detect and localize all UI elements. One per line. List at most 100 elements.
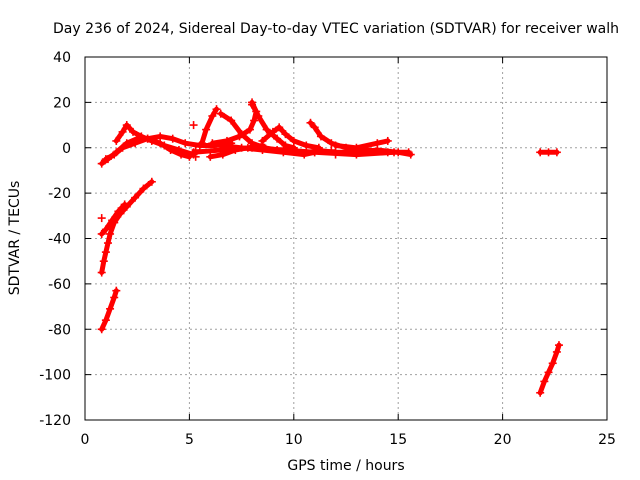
series-arc-7	[199, 106, 219, 146]
data-point	[101, 225, 110, 234]
data-point	[147, 177, 156, 186]
data-point	[310, 123, 319, 132]
data-point	[108, 216, 117, 225]
x-tick-label: 0	[81, 432, 90, 448]
data-point	[99, 257, 108, 266]
data-point	[129, 127, 138, 136]
data-point	[227, 116, 236, 125]
data-point	[275, 123, 284, 132]
data-point	[120, 200, 129, 209]
data-point	[112, 286, 121, 295]
data-point	[112, 136, 121, 145]
data-point	[168, 134, 177, 143]
data-point	[258, 136, 267, 145]
data-point	[181, 139, 190, 148]
data-point	[552, 347, 561, 356]
data-point	[131, 139, 140, 148]
data-point	[262, 125, 271, 134]
y-tick-label: 0	[62, 141, 71, 157]
x-tick-labels: 0 5 10 15 20 25	[81, 432, 616, 448]
data-point	[544, 368, 553, 377]
y-tick-label: 20	[53, 95, 71, 111]
data-point	[110, 150, 119, 159]
series-arc-17	[333, 138, 391, 151]
data-point	[544, 148, 553, 157]
data-point	[216, 146, 225, 155]
data-point	[118, 143, 127, 152]
x-tick-label: 20	[494, 432, 512, 448]
data-point	[118, 127, 127, 136]
data-point	[316, 132, 325, 141]
data-point	[97, 159, 106, 168]
data-point	[254, 111, 263, 120]
x-tick-label: 15	[389, 432, 407, 448]
data-point	[273, 134, 282, 143]
data-point	[302, 141, 311, 150]
data-point	[103, 239, 112, 248]
y-tick-labels: -120 -100 -80 -60 -40 -20 0 20 40	[39, 50, 71, 429]
y-tick-label: -40	[48, 232, 71, 248]
y-tick-label: -80	[48, 322, 71, 338]
data-point	[548, 359, 557, 368]
data-point	[106, 229, 115, 238]
chart-title: Day 236 of 2024, Sidereal Day-to-day VTE…	[53, 21, 619, 37]
data-point	[536, 388, 545, 397]
data-point	[268, 127, 277, 136]
y-tick-label: -20	[48, 186, 71, 202]
data-point	[114, 207, 123, 216]
data-point	[208, 139, 217, 148]
data-point	[390, 148, 399, 157]
data-point	[310, 148, 319, 157]
y-tick-label: 40	[53, 50, 71, 66]
data-point	[191, 152, 200, 161]
data-point	[160, 141, 169, 150]
data-point	[289, 136, 298, 145]
data-point	[222, 136, 231, 145]
data-point	[536, 148, 545, 157]
data-point	[352, 143, 361, 152]
data-point	[106, 304, 115, 313]
data-point	[331, 141, 340, 150]
data-point	[131, 193, 140, 202]
data-series	[97, 98, 563, 397]
data-point	[191, 146, 200, 155]
data-point	[237, 130, 246, 139]
plot-frame	[84, 56, 608, 421]
data-point	[139, 184, 148, 193]
data-point	[352, 150, 361, 159]
y-axis-label: SDTVAR / TECUs	[7, 181, 23, 296]
data-point	[101, 248, 110, 257]
data-point	[97, 268, 106, 277]
data-point	[97, 325, 106, 334]
data-point	[331, 150, 340, 159]
x-tick-label: 25	[598, 432, 616, 448]
data-point	[554, 341, 563, 350]
data-point	[552, 148, 561, 157]
data-point	[279, 146, 288, 155]
data-point	[406, 150, 415, 159]
data-point	[110, 293, 119, 302]
data-point	[216, 109, 225, 118]
data-point	[122, 121, 131, 130]
data-point	[97, 229, 106, 238]
data-point	[248, 143, 257, 152]
data-point	[202, 125, 211, 134]
y-tick-label: -120	[39, 413, 71, 429]
data-point	[327, 146, 336, 155]
data-point	[306, 118, 315, 127]
data-point	[281, 130, 290, 139]
data-point	[327, 139, 336, 148]
grid-lines	[85, 57, 607, 420]
data-point	[245, 125, 254, 134]
data-point	[206, 152, 215, 161]
data-point	[208, 111, 217, 120]
data-point	[143, 134, 152, 143]
data-point	[174, 146, 183, 155]
x-tick-label: 10	[285, 432, 303, 448]
data-point	[248, 98, 257, 107]
x-axis-label: GPS time / hours	[287, 458, 404, 474]
data-point	[97, 214, 106, 223]
data-point	[373, 139, 382, 148]
